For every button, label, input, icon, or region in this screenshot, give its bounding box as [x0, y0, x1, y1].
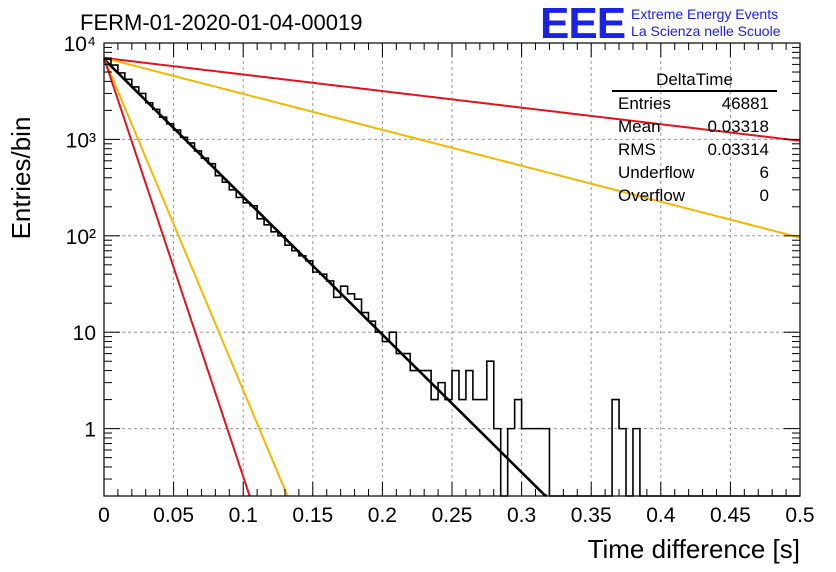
stats-value: 6 — [759, 163, 769, 182]
stats-label: Underflow — [618, 163, 695, 182]
x-tick-label: 0.15 — [292, 504, 333, 527]
y-tick-label: 10⁴ — [64, 33, 96, 56]
stats-label: Entries — [618, 94, 671, 113]
x-tick-label: 0 — [98, 504, 110, 527]
y-tick-label: 1 — [84, 419, 96, 442]
x-tick-label: 0.05 — [153, 504, 194, 527]
eee-logo-text: Extreme Energy Events La Scienza nelle S… — [631, 4, 780, 40]
x-tick-label: 0.35 — [571, 504, 612, 527]
stats-row-underflow: Underflow 6 — [612, 161, 777, 184]
stats-title: DeltaTime — [612, 70, 777, 92]
fit-curves — [103, 56, 801, 498]
stats-row-mean: Mean 0.03318 — [612, 115, 777, 138]
fit-curve — [103, 58, 548, 498]
y-tick-label: 10² — [66, 226, 96, 249]
x-axis-label: Time difference [s] — [588, 534, 800, 564]
y-tick-labels: 1 10 10² 10³ 10⁴ — [64, 33, 96, 442]
stats-label: RMS — [618, 140, 656, 159]
x-tick-label: 0.45 — [710, 504, 751, 527]
eee-logo-mark: EEE — [540, 0, 626, 48]
stats-value: 0.03314 — [707, 140, 769, 159]
stats-row-rms: RMS 0.03314 — [612, 138, 777, 161]
logo-line-1: Extreme Energy Events — [631, 6, 779, 22]
axes — [103, 42, 801, 497]
stats-row-overflow: Overflow 0 — [612, 184, 777, 207]
chart-title: FERM-01-2020-01-04-00019 — [80, 10, 363, 35]
fit-curve — [103, 56, 801, 142]
stats-row-entries: Entries 46881 — [612, 92, 777, 115]
fit-curve — [103, 57, 251, 497]
x-tick-label: 0.3 — [507, 504, 536, 527]
eee-logo: EEE Extreme Energy Events La Scienza nel… — [540, 0, 780, 48]
x-tick-label: 0.1 — [229, 504, 258, 527]
fit-curve — [103, 56, 801, 239]
stats-box: DeltaTime Entries 46881 Mean 0.03318 RMS… — [612, 70, 777, 207]
x-tick-labels: 0 0.05 0.1 0.15 0.2 0.25 0.3 0.35 0.4 0.45 0.5 — [98, 504, 814, 527]
stats-label: Overflow — [618, 186, 686, 205]
fit-curve — [103, 57, 289, 497]
logo-line-2: La Scienza nelle Scuole — [631, 23, 781, 39]
x-tick-label: 0.2 — [368, 504, 397, 527]
x-tick-label: 0.4 — [646, 504, 676, 527]
x-tick-label: 0.5 — [785, 504, 814, 527]
stats-value: 0 — [759, 186, 769, 205]
stats-label: Mean — [618, 117, 661, 136]
stats-value: 46881 — [721, 94, 769, 113]
x-tick-label: 0.25 — [432, 504, 473, 527]
y-axis-label: Entries/bin — [6, 117, 36, 240]
y-tick-label: 10³ — [66, 129, 96, 152]
stats-value: 0.03318 — [707, 117, 769, 136]
y-tick-label: 10 — [73, 322, 96, 345]
